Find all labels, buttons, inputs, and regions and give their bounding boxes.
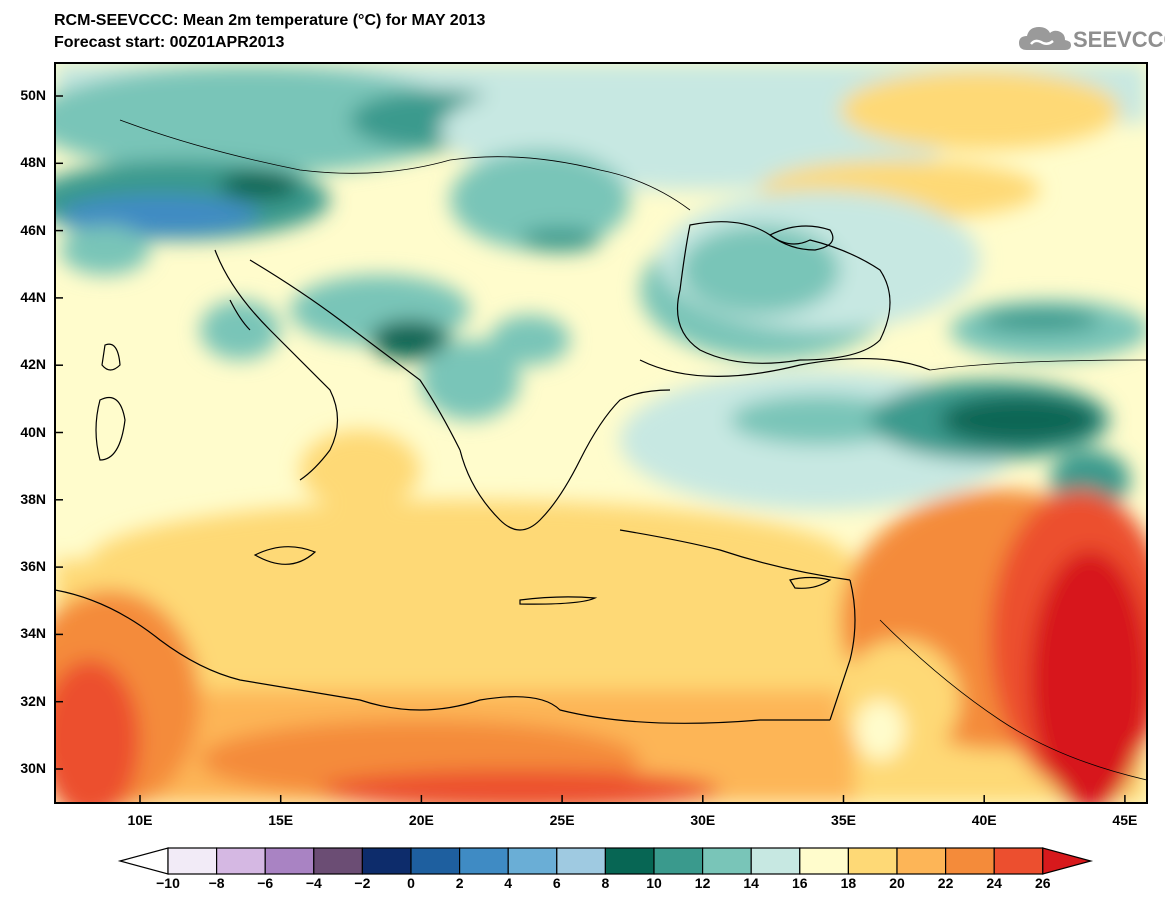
colorbar-label: 2 [455,875,464,891]
colorbar-label: 22 [937,875,954,891]
lat-label-50n: 50N [20,87,46,103]
colorbar-label: 0 [407,875,415,891]
colorbar-label: 6 [552,875,561,891]
lon-label-35e: 35E [831,812,856,828]
colorbar-label: −8 [208,875,225,891]
colorbar-label: −6 [257,875,274,891]
colorbar-label: −2 [354,875,371,891]
lat-label-42n: 42N [20,356,46,373]
colorbar-label: 4 [504,875,513,891]
lon-label-25e: 25E [549,812,575,828]
colorbar-label: 24 [986,875,1002,891]
colorbar-label: 26 [1035,875,1051,891]
lon-label-30e: 30E [690,812,716,828]
colorbar-label: 14 [743,875,759,891]
colorbar-label: 20 [889,875,905,891]
lat-label-34n: 34N [20,625,46,642]
map-title: RCM-SEEVCCC: Mean 2m temperature (°C) fo… [54,12,486,29]
lon-label-45e: 45E [1112,812,1138,828]
lon-label-15e: 15E [268,812,294,828]
colorbar-label: 8 [601,875,610,891]
lat-label-38n: 38N [20,490,46,507]
lon-label-40e: 40E [971,812,997,828]
colorbar-label: 18 [840,875,857,891]
lon-label-10e: 10E [127,812,153,828]
colorbar-label: 10 [646,875,662,891]
lat-label-30n: 30N [20,760,46,776]
lat-label-48n: 48N [20,154,46,171]
lat-label-32n: 32N [20,692,46,709]
lat-label-44n: 44N [20,288,46,305]
colorbar-label: 16 [792,875,808,891]
seevccc-logo: SEEVCCC [1017,20,1165,60]
logo-text: SEEVCCC [1073,27,1165,52]
lon-label-20e: 20E [408,812,434,828]
forecast-start-label: Forecast start: 00Z01APR2013 [54,34,285,51]
colorbar-label: 12 [694,875,711,891]
colorbar-label: −10 [156,875,180,891]
lat-label-46n: 46N [20,221,46,238]
lat-label-36n: 36N [20,558,46,575]
colorbar-label: −4 [305,875,322,891]
lat-label-40n: 40N [20,423,46,440]
cloud-icon [1019,27,1071,50]
